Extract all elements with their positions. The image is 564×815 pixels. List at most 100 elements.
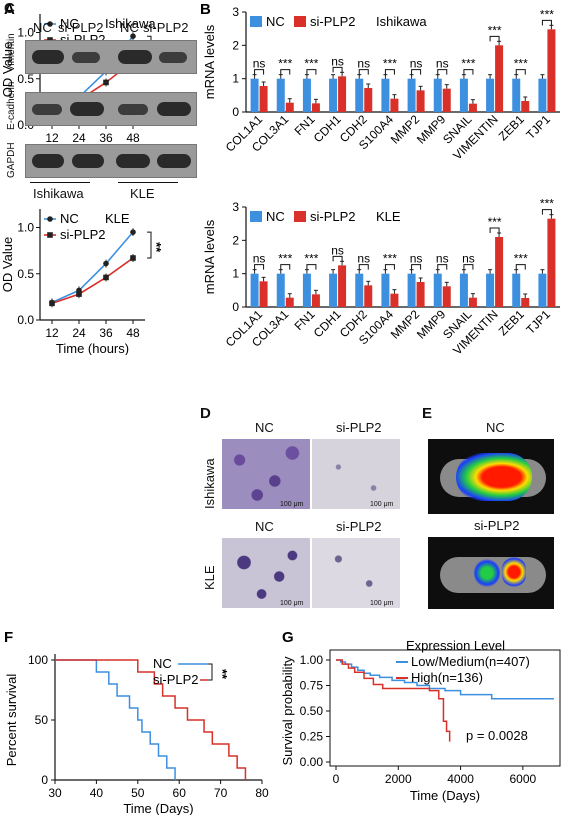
significance-bracket (489, 227, 500, 233)
bar-nc (329, 273, 338, 307)
x-tick-label: TJP1 (523, 307, 553, 337)
bar-nc (459, 273, 468, 307)
significance-bracket (515, 69, 526, 75)
x-axis-label: Time (Days) (123, 801, 193, 815)
legend-title: Expression Level (406, 638, 505, 653)
legend-label-nc: NC (266, 14, 285, 29)
bar-nc (276, 273, 285, 307)
bar-nc (381, 273, 390, 307)
legend-marker (47, 232, 53, 238)
bar-si-plp2 (521, 101, 530, 112)
bar-si-plp2 (390, 293, 399, 307)
scale-bar-label: 100 μm (370, 600, 394, 607)
data-point (130, 229, 136, 235)
significance-label: ** (215, 669, 230, 680)
significance-label: *** (488, 215, 502, 229)
significance-label: ns (410, 57, 423, 71)
significance-bracket (541, 209, 552, 215)
legend-label-low: Low/Medium(n=407) (411, 654, 530, 669)
significance-bracket (384, 264, 395, 270)
x-tick-label: 30 (48, 786, 62, 800)
y-tick-label: 0.75 (300, 679, 324, 693)
legend-label-high: High(n=136) (411, 670, 483, 685)
x-axis-label: Time (hours) (56, 341, 129, 355)
x-tick-label: 48 (126, 326, 140, 340)
bar-si-plp2 (311, 294, 320, 307)
significance-bracket (280, 264, 291, 270)
x-tick-label: TJP1 (523, 112, 553, 142)
significance-label: *** (540, 7, 554, 21)
y-tick-label: 0 (232, 300, 239, 314)
significance-bracket (358, 69, 369, 75)
significance-label: ns (357, 57, 370, 71)
x-axis-label: Time (Days) (410, 788, 480, 803)
y-tick-label: 2 (232, 233, 239, 247)
panel-label-c: C (4, 0, 15, 17)
legend-label-nc: NC (60, 16, 79, 31)
significance-label: *** (304, 57, 318, 71)
bar-nc (512, 78, 521, 112)
significance-label: ns (462, 252, 475, 266)
bar-nc (538, 273, 547, 307)
bar-nc (355, 78, 364, 112)
panel-label-a: A (4, 1, 15, 18)
significance-bracket (437, 69, 448, 75)
significance-label: *** (514, 252, 528, 266)
bar-si-plp2 (259, 281, 268, 307)
x-tick-label: 24 (72, 326, 86, 340)
x-tick-label: 50 (131, 786, 145, 800)
scale-bar-label: 100 μm (280, 501, 304, 508)
significance-bracket (411, 69, 422, 75)
y-tick-label: 50 (35, 713, 49, 727)
bar-si-plp2 (364, 285, 373, 307)
significance-label: *** (383, 57, 397, 71)
blot-group-label: Ishikawa (33, 186, 84, 201)
significance-label: ns (331, 54, 344, 68)
significance-bracket (384, 69, 395, 75)
x-tick-label: 48 (126, 131, 140, 145)
bar-si-plp2 (468, 103, 477, 112)
bar-si-plp2 (259, 86, 268, 112)
scale-bar-label: 100 μm (280, 600, 304, 607)
cell-line-label: Ishikawa (376, 14, 427, 29)
legend-swatch-nc (250, 211, 262, 222)
panel-label-b: B (200, 1, 211, 18)
mouse-image-nc (428, 439, 554, 514)
significance-bracket (489, 35, 500, 42)
cell-line-label: Ishikawa (105, 16, 156, 31)
bar-nc (329, 78, 338, 112)
x-tick-label: 2000 (385, 772, 412, 786)
bar-si-plp2 (338, 76, 347, 112)
bar-nc (538, 78, 547, 112)
y-tick-label: 0.0 (17, 313, 34, 327)
survival-chart-mouse: F 0 50 100 30 40 50 60 70 80 Time (Days) Percent su… (4, 629, 269, 815)
x-tick-label: 80 (255, 786, 269, 800)
x-tick-label: ZEB1 (496, 307, 527, 338)
data-point (130, 255, 136, 261)
significance-label: ns (436, 252, 449, 266)
bar-si-plp2 (495, 237, 504, 307)
significance-label: *** (488, 23, 502, 37)
bar-nc (250, 78, 259, 112)
legend-marker (47, 216, 53, 222)
transwell-image-kle-si (312, 538, 400, 608)
y-tick-label: 0.00 (300, 755, 324, 769)
blot-row-label: Vimentin (6, 33, 17, 72)
image-col-label: NC (255, 519, 274, 534)
significance-label: *** (461, 57, 475, 71)
y-tick-label: 0 (41, 773, 48, 787)
y-axis-label: OD Value (0, 42, 15, 97)
blot-row-label: GAPDH (6, 142, 17, 178)
bar-si-plp2 (311, 103, 320, 112)
transwell-image-ishikawa-si (312, 439, 400, 509)
bar-nc (302, 273, 311, 307)
series-line-si-plp2 (51, 257, 134, 305)
lane-label: si-PLP2 (143, 20, 189, 35)
y-tick-label: 1.00 (300, 653, 324, 667)
legend-label-nc: NC (266, 209, 285, 224)
significance-bracket (306, 264, 317, 270)
significance-label: *** (278, 252, 292, 266)
legend-label-si: si-PLP2 (60, 227, 106, 242)
significance-label: ** (149, 242, 164, 253)
